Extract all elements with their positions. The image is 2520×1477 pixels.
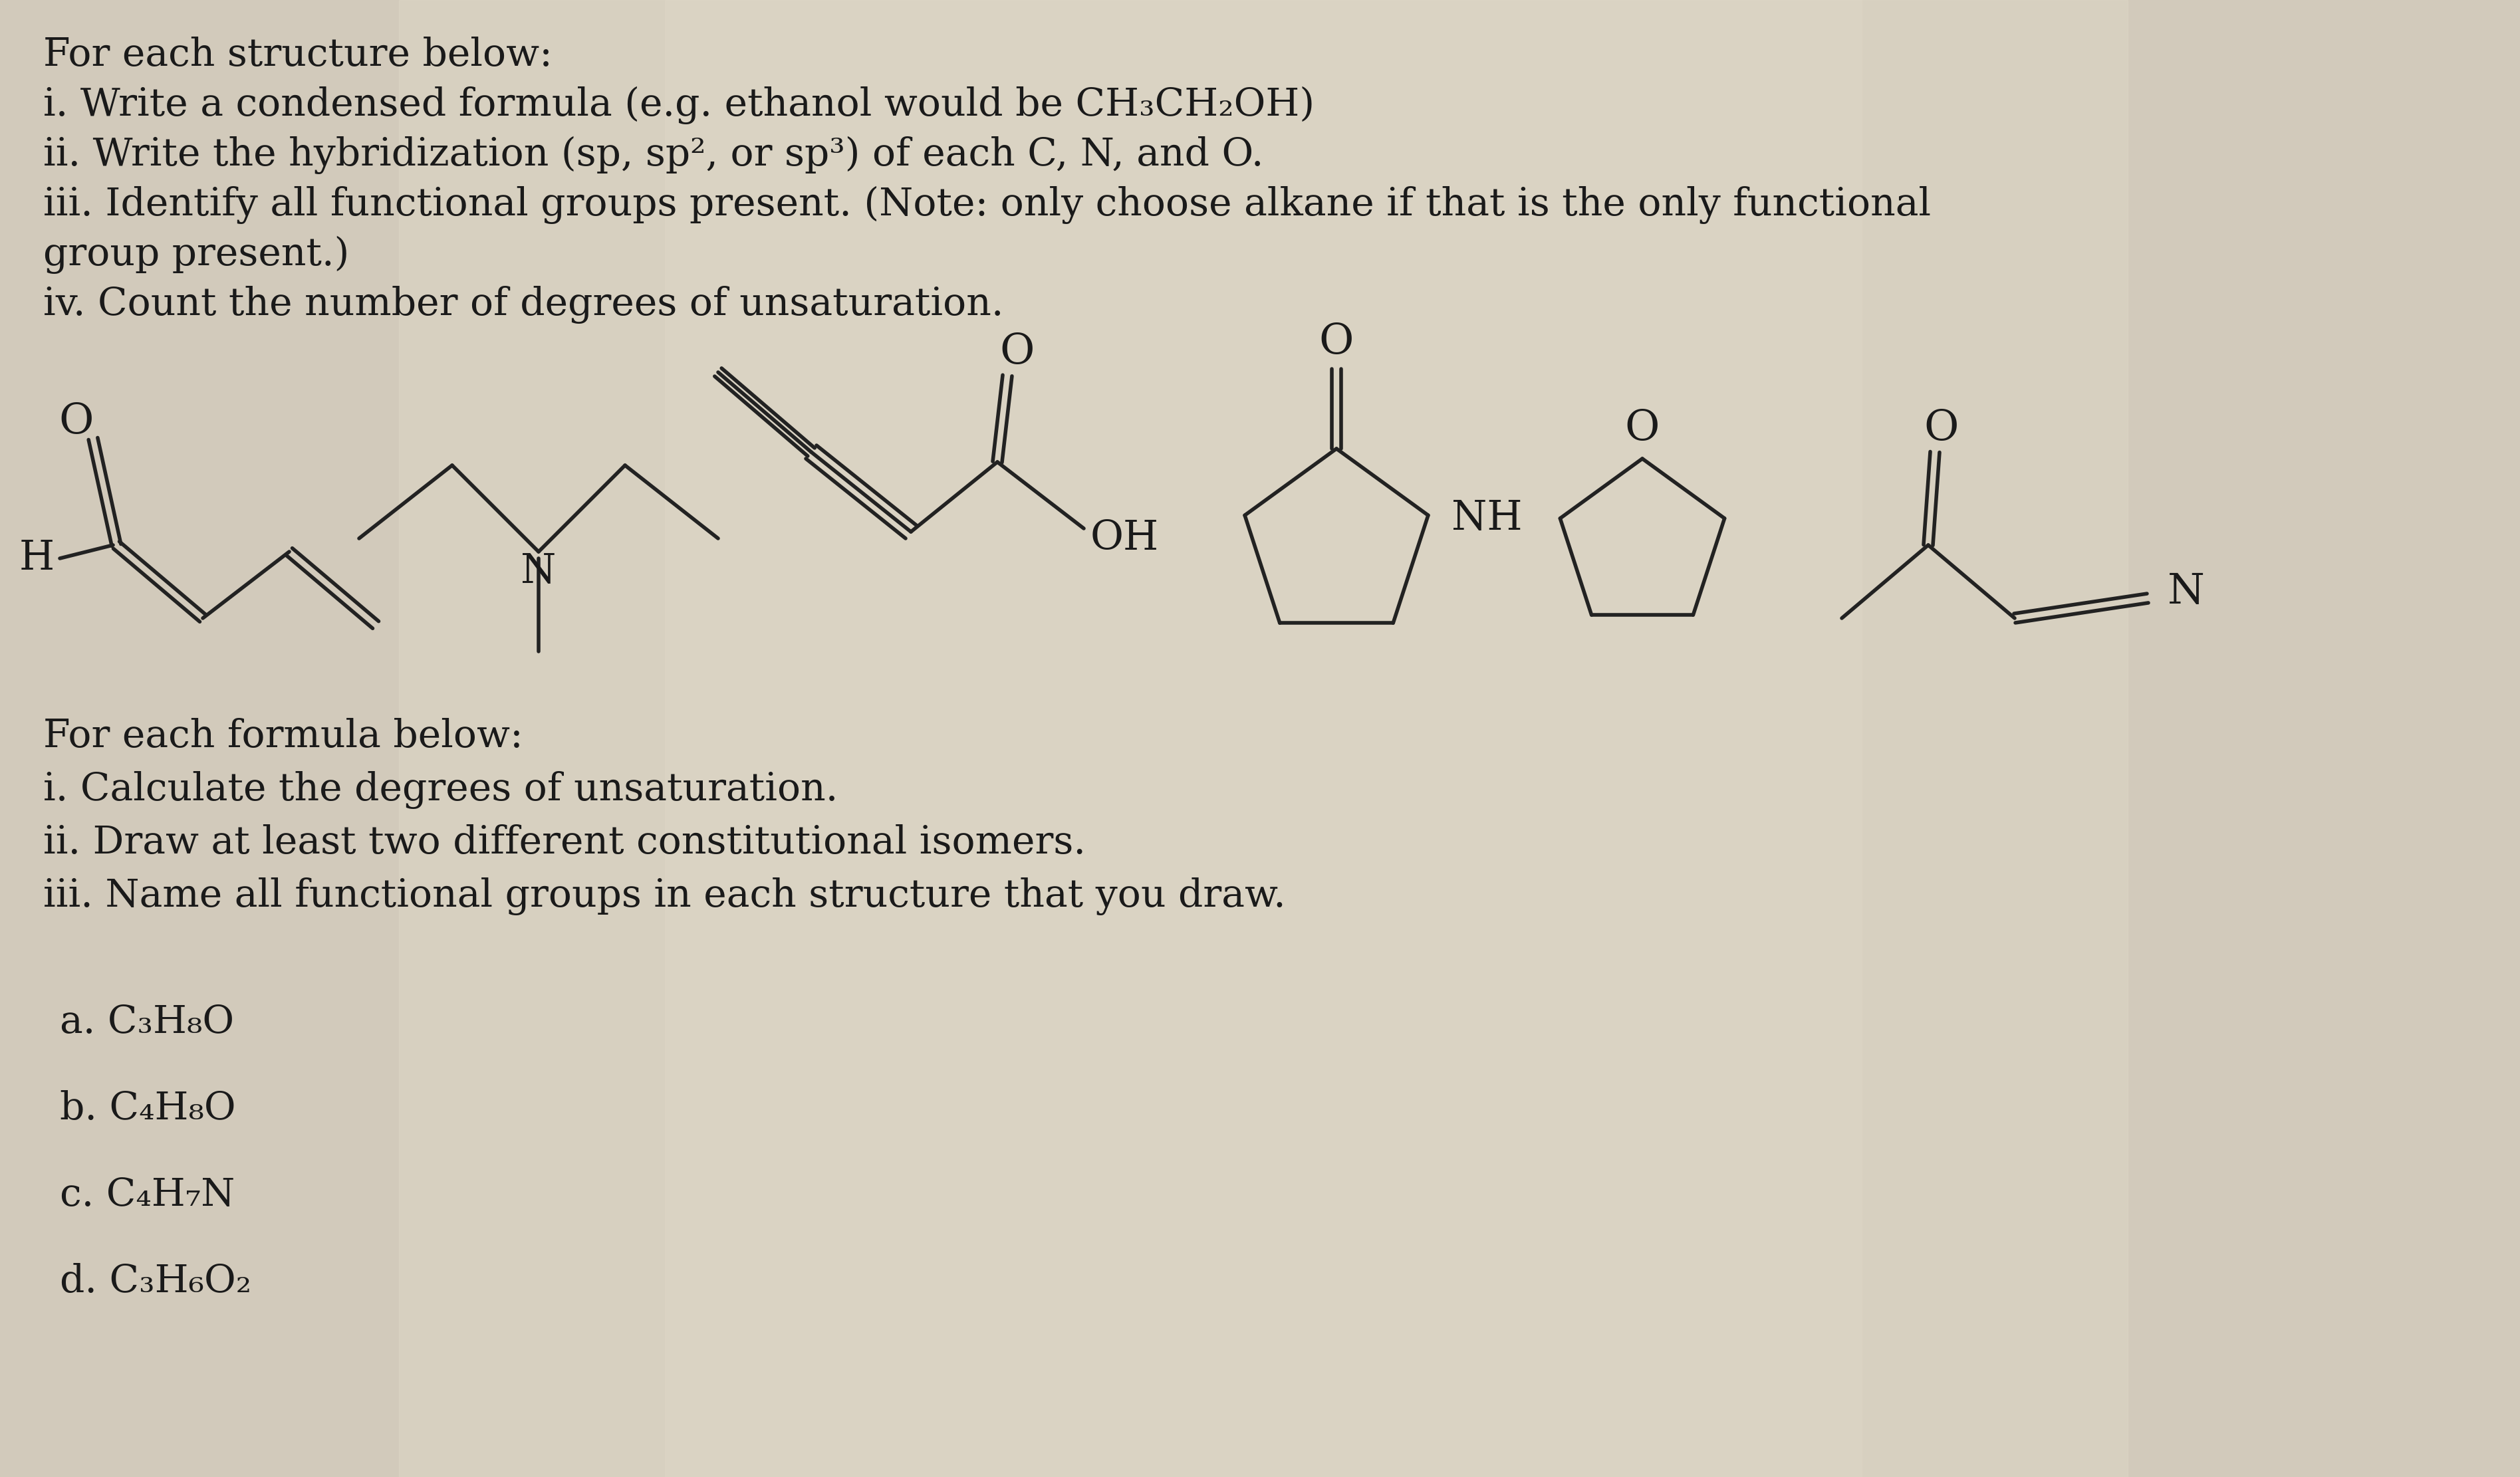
Text: N: N — [2167, 572, 2205, 611]
Bar — [398, 0, 2127, 1477]
Text: b. C₄H₈O: b. C₄H₈O — [60, 1090, 237, 1127]
Text: For each structure below:: For each structure below: — [43, 37, 552, 74]
Bar — [665, 0, 1862, 1477]
Text: ii. Draw at least two different constitutional isomers.: ii. Draw at least two different constitu… — [43, 824, 1086, 861]
Text: iii. Identify all functional groups present. (Note: only choose alkane if that i: iii. Identify all functional groups pres… — [43, 186, 1930, 225]
Text: a. C₃H₈O: a. C₃H₈O — [60, 1004, 234, 1041]
Text: O: O — [1625, 409, 1661, 449]
Text: ii. Write the hybridization (sp, sp², or sp³) of each C, N, and O.: ii. Write the hybridization (sp, sp², or… — [43, 136, 1263, 174]
Text: NH: NH — [1452, 499, 1522, 539]
Text: i. Calculate the degrees of unsaturation.: i. Calculate the degrees of unsaturation… — [43, 771, 839, 809]
Text: c. C₄H₇N: c. C₄H₇N — [60, 1177, 234, 1214]
Text: group present.): group present.) — [43, 236, 350, 273]
Text: H: H — [18, 539, 55, 579]
Text: iv. Count the number of degrees of unsaturation.: iv. Count the number of degrees of unsat… — [43, 287, 1003, 323]
Text: For each formula below:: For each formula below: — [43, 718, 524, 755]
Text: O: O — [58, 402, 93, 443]
Text: O: O — [1925, 409, 1958, 449]
Text: O: O — [1318, 322, 1353, 363]
Text: O: O — [1000, 332, 1036, 372]
Text: i. Write a condensed formula (e.g. ethanol would be CH₃CH₂OH): i. Write a condensed formula (e.g. ethan… — [43, 87, 1315, 124]
Text: d. C₃H₆O₂: d. C₃H₆O₂ — [60, 1263, 252, 1300]
Text: iii. Name all functional groups in each structure that you draw.: iii. Name all functional groups in each … — [43, 877, 1285, 916]
Text: N: N — [522, 552, 557, 592]
Text: OH: OH — [1091, 518, 1159, 558]
